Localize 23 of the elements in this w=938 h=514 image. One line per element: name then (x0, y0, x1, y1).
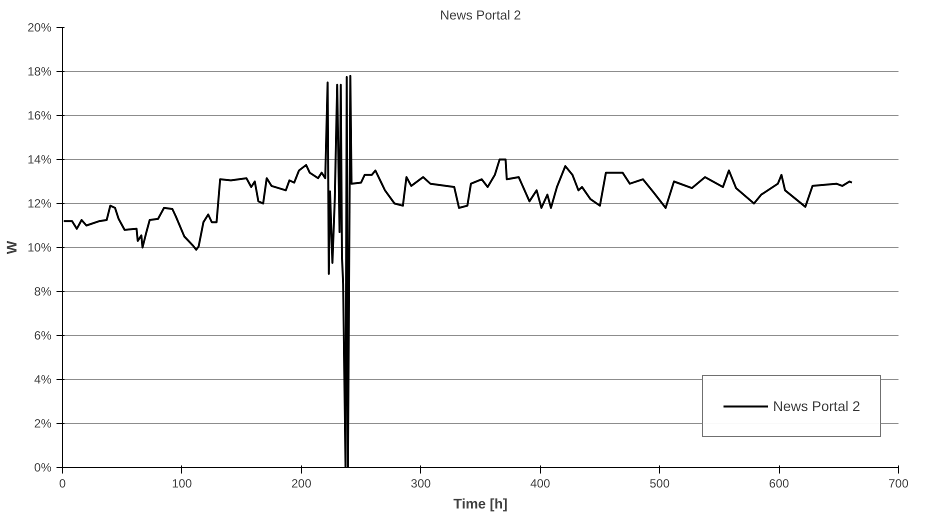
x-tick-label: 200 (291, 476, 312, 490)
y-tick-label: 14% (27, 152, 52, 166)
y-tick-label: 18% (27, 64, 52, 78)
x-axis-title: Time [h] (453, 496, 508, 512)
y-tick-label: 6% (34, 328, 52, 342)
y-tick-label: 20% (27, 20, 52, 34)
y-tick-label: 4% (34, 372, 52, 386)
y-tick-label: 2% (34, 416, 52, 430)
chart-title: News Portal 2 (440, 8, 521, 22)
x-tick-label: 500 (650, 476, 670, 490)
x-tick-label: 300 (410, 476, 432, 490)
y-tick-label: 10% (27, 240, 52, 254)
y-tick-label: 8% (34, 284, 52, 298)
x-tick-label: 700 (888, 476, 909, 490)
x-tick-label: 100 (172, 476, 192, 490)
y-tick-label: 16% (27, 108, 52, 122)
x-tick-label: 600 (769, 476, 790, 490)
legend-label: News Portal 2 (773, 398, 860, 414)
x-tick-label: 0 (59, 476, 66, 490)
y-tick-label: 12% (27, 196, 52, 210)
y-tick-label: 0% (34, 460, 52, 474)
y-axis-title: W (3, 240, 20, 254)
x-tick-label: 400 (530, 476, 551, 490)
